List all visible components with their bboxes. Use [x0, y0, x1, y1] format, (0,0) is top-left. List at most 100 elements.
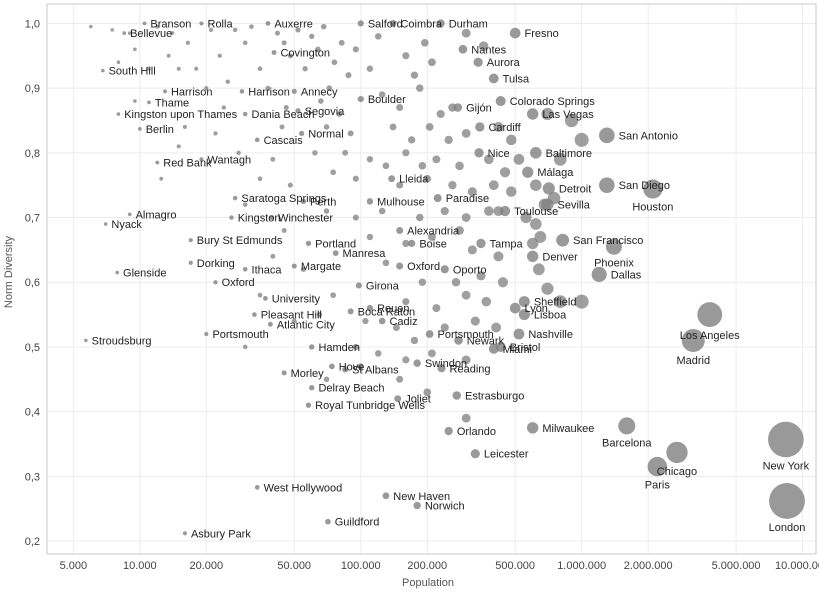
data-point — [116, 112, 121, 116]
data-point — [300, 266, 307, 272]
data-point — [257, 66, 263, 72]
data-point — [122, 31, 127, 35]
data-point — [374, 33, 382, 40]
point-label: Fresno — [524, 28, 558, 40]
point-label: Hamden — [318, 342, 360, 354]
data-point — [330, 292, 337, 299]
data-point — [229, 215, 234, 220]
data-point — [332, 250, 339, 256]
y-tick-label: 0,9 — [25, 83, 40, 95]
point-label: Mulhouse — [377, 196, 425, 208]
point-label: Toulouse — [514, 206, 558, 218]
data-point — [239, 89, 245, 94]
data-point — [84, 338, 88, 343]
data-point — [451, 277, 461, 287]
data-point — [249, 24, 254, 29]
point-label: Paris — [645, 479, 671, 491]
data-point — [352, 175, 359, 182]
point-label: Denver — [542, 251, 578, 263]
y-tick-label: 0,4 — [25, 407, 40, 419]
data-point — [366, 198, 374, 205]
x-tick-label: 200.000 — [407, 560, 447, 572]
point-label: Lisboa — [534, 310, 567, 322]
data-point — [666, 441, 688, 464]
data-point — [185, 40, 190, 45]
x-axis-title: Population — [402, 577, 454, 589]
data-point — [643, 179, 663, 199]
data-point — [476, 238, 486, 249]
data-point — [526, 237, 539, 250]
data-point — [484, 206, 494, 216]
data-point — [323, 208, 330, 214]
point-label: Milwaukee — [542, 423, 594, 435]
x-tick-label: 100.000 — [341, 560, 381, 572]
data-point — [388, 175, 396, 183]
x-tick-label: 500.000 — [495, 560, 535, 572]
data-point — [182, 531, 187, 536]
point-label: Wantagh — [208, 154, 252, 166]
data-point — [475, 122, 485, 132]
data-point — [147, 66, 151, 71]
point-label: Las Vegas — [542, 109, 594, 121]
y-axis-title: Norm Diversity — [3, 235, 15, 308]
data-point — [312, 150, 318, 156]
data-point — [402, 356, 410, 364]
point-label: Lyon — [524, 303, 547, 315]
data-point — [408, 136, 416, 144]
data-point — [402, 52, 410, 60]
point-label: Tampa — [490, 238, 524, 250]
data-point — [213, 280, 218, 285]
point-label: Portsmouth — [438, 329, 494, 341]
data-point — [591, 266, 607, 283]
data-point — [345, 72, 352, 79]
y-axis-ticks: 0,2 0,3 0,4 0,5 0,6 0,7 0,8 0,9 1,0 — [25, 18, 40, 548]
data-point — [382, 492, 390, 500]
data-point — [402, 239, 410, 247]
plot-area-frame — [46, 3, 817, 555]
point-label: Phoenix — [594, 258, 634, 270]
point-label: Rolla — [208, 18, 234, 30]
point-label: Covington — [280, 48, 330, 60]
point-label: Miami — [503, 344, 532, 356]
data-point — [478, 41, 489, 51]
data-point — [481, 296, 492, 307]
data-point — [204, 86, 209, 91]
point-label: Coimbra — [400, 18, 442, 30]
point-label: Auxerre — [274, 18, 313, 30]
data-point — [232, 27, 238, 33]
data-point — [394, 395, 402, 403]
data-point — [440, 265, 449, 274]
data-point — [461, 413, 471, 423]
data-point — [493, 251, 504, 262]
point-label: Annecy — [301, 86, 338, 98]
point-label: Newark — [467, 335, 505, 347]
point-label: Leicester — [484, 449, 529, 461]
point-label: Dorking — [197, 258, 235, 270]
data-point — [110, 28, 115, 32]
data-point — [455, 161, 464, 171]
point-label: Oxford — [222, 277, 255, 289]
data-point — [541, 107, 554, 121]
data-point — [155, 160, 160, 165]
data-point — [488, 180, 499, 191]
data-point — [281, 227, 287, 233]
data-point — [362, 317, 369, 325]
data-point — [534, 231, 547, 243]
y-tick-label: 0,5 — [25, 342, 40, 354]
data-point — [199, 21, 204, 26]
data-point — [270, 253, 276, 259]
data-point — [357, 96, 364, 103]
data-point — [366, 65, 374, 72]
data-point — [396, 104, 404, 112]
data-point — [366, 233, 374, 241]
data-point — [275, 30, 280, 36]
data-point — [242, 40, 248, 46]
point-label: Aurora — [487, 57, 521, 69]
point-label: San Francisco — [573, 235, 643, 247]
data-point — [302, 66, 308, 72]
data-point — [769, 483, 805, 519]
point-label: Estrasburgo — [465, 390, 524, 402]
data-point — [316, 311, 323, 318]
x-tick-label: 2.000.000 — [624, 560, 673, 572]
